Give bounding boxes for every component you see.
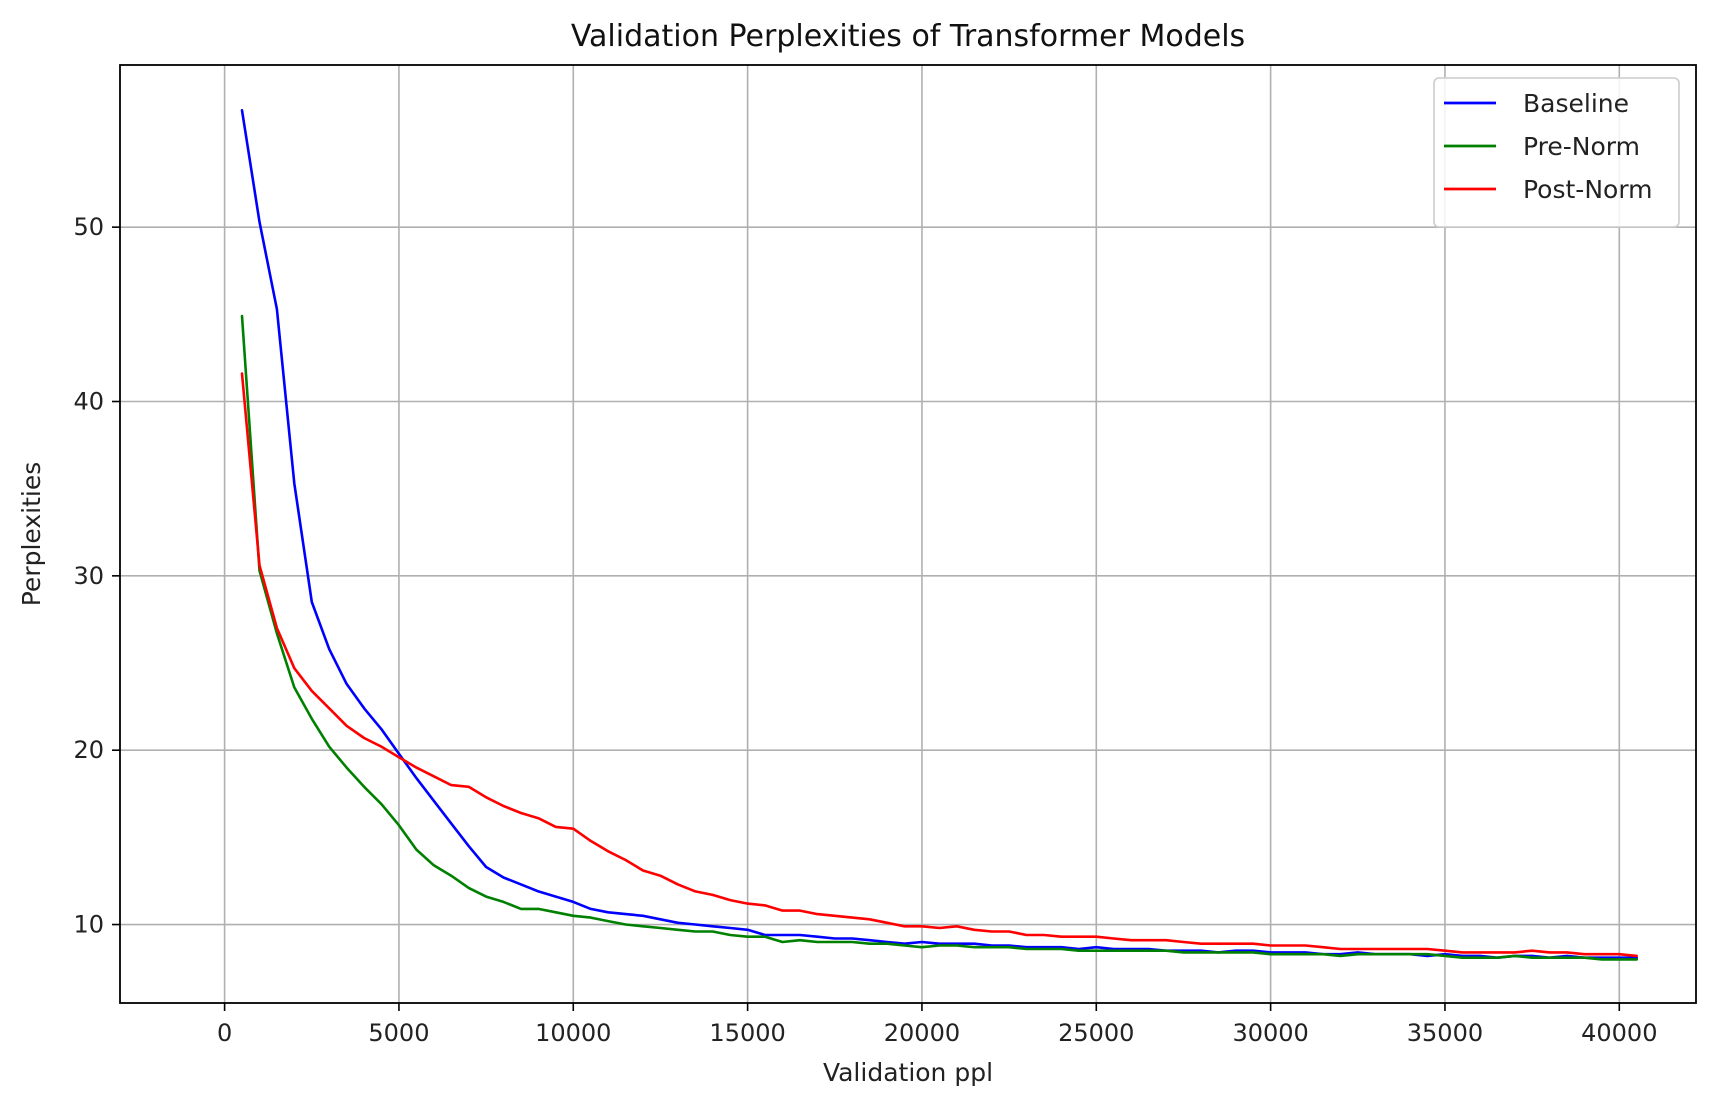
x-tick-label: 20000 [884, 1019, 960, 1047]
legend-label-post-norm: Post-Norm [1523, 175, 1653, 204]
plot-frame [119, 64, 1697, 1004]
x-tick-label: 40000 [1581, 1019, 1657, 1047]
chart-title: Validation Perplexities of Transformer M… [571, 19, 1245, 54]
x-tick-label: 25000 [1058, 1019, 1134, 1047]
x-tick-label: 30000 [1232, 1019, 1308, 1047]
legend: Baseline Pre-Norm Post-Norm [1433, 77, 1680, 228]
series-line-pre-norm [240, 314, 1638, 961]
legend-label-baseline: Baseline [1523, 89, 1629, 118]
y-tick-label: 30 [73, 562, 104, 590]
series-lines [240, 109, 1638, 961]
series-line-post-norm [240, 372, 1638, 958]
y-tick-label: 10 [73, 911, 104, 939]
x-tick-label: 35000 [1407, 1019, 1483, 1047]
y-tick-label: 20 [73, 736, 104, 764]
x-axis-title: Validation ppl [823, 1058, 993, 1087]
x-tick-label: 5000 [368, 1019, 429, 1047]
y-tick-label: 50 [73, 213, 104, 241]
x-tick-label: 10000 [535, 1019, 611, 1047]
legend-label-pre-norm: Pre-Norm [1523, 132, 1640, 161]
y-axis-title: Perplexities [17, 462, 46, 607]
y-tick-label: 40 [73, 387, 104, 415]
axis-ticks: 0 5000 10000 15000 20000 25000 30000 35000 40000… [73, 213, 1657, 1047]
x-tick-label: 15000 [709, 1019, 785, 1047]
x-tick-label: 0 [217, 1019, 232, 1047]
